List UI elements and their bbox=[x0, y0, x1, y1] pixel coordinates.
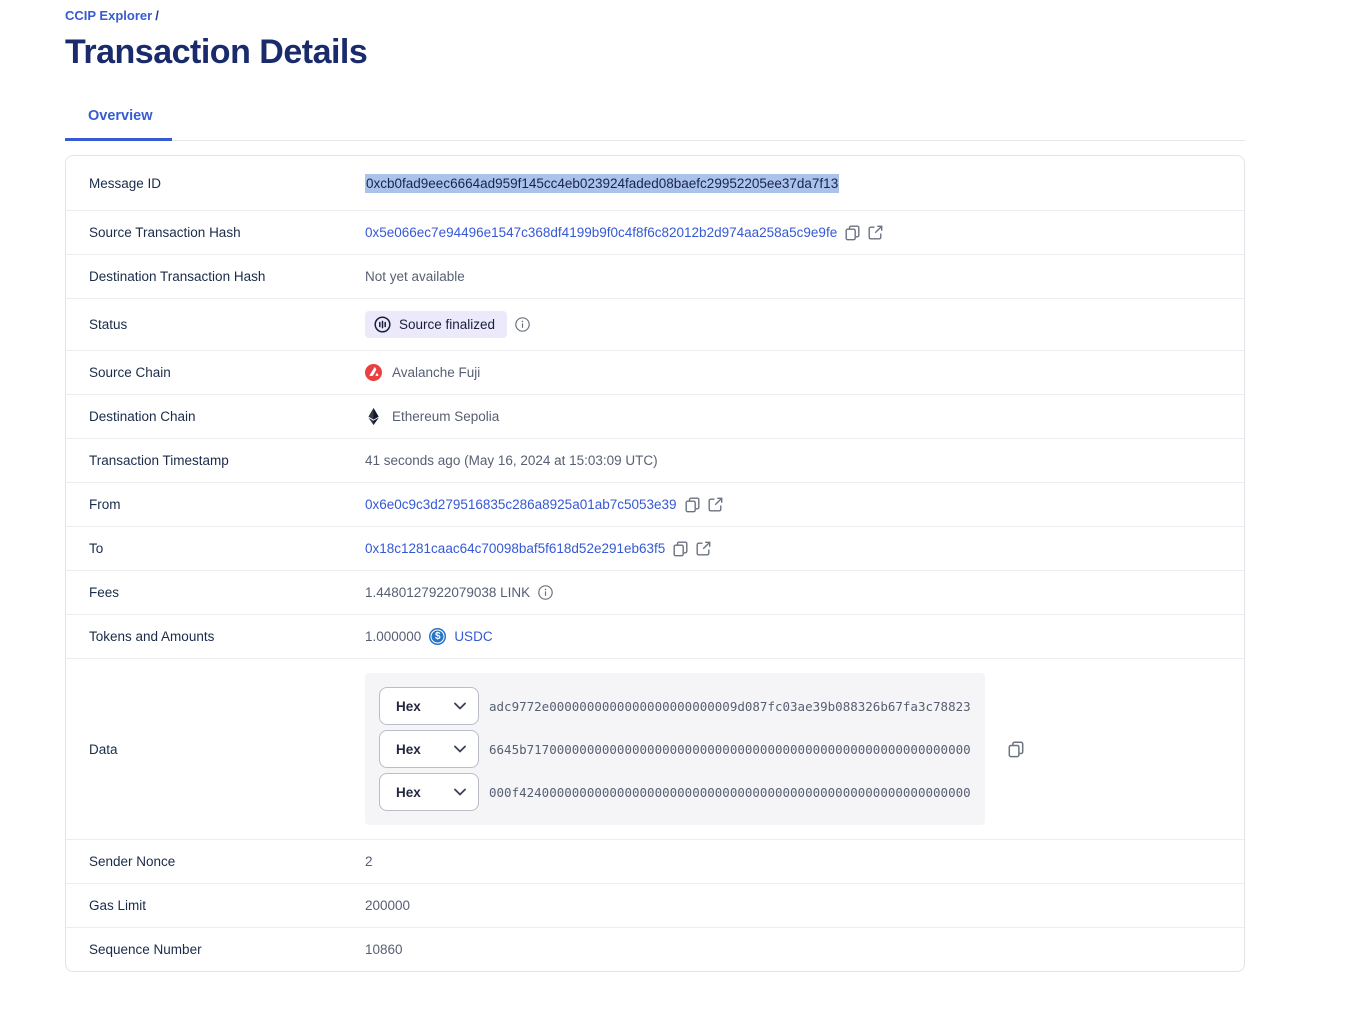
chevron-down-icon bbox=[454, 702, 466, 710]
source-tx-hash-link[interactable]: 0x5e066ec7e94496e1547c368df4199b9f0c4f8f… bbox=[365, 225, 838, 240]
data-format-value: Hex bbox=[396, 698, 421, 714]
status-info-icon[interactable] bbox=[515, 317, 530, 332]
source-finalized-icon bbox=[374, 316, 391, 333]
data-hex-line-3: 000f424000000000000000000000000000000000… bbox=[489, 784, 971, 800]
fees-value: 1.4480127922079038 LINK bbox=[365, 585, 531, 600]
to-address-link[interactable]: 0x18c1281caac64c70098baf5f618d52e291eb63… bbox=[365, 541, 666, 556]
row-data: Data Hex adc9772e00000000000000000000000… bbox=[66, 658, 1244, 839]
copy-icon[interactable] bbox=[1008, 741, 1024, 758]
transaction-details-card: Message ID 0xcb0fad9eec6664ad959f145cc4e… bbox=[65, 155, 1245, 972]
message-id-label: Message ID bbox=[89, 175, 162, 191]
dest-tx-hash-label: Destination Transaction Hash bbox=[89, 269, 266, 284]
chevron-down-icon bbox=[454, 788, 466, 796]
row-dest-tx-hash: Destination Transaction Hash Not yet ava… bbox=[66, 254, 1244, 298]
data-panel: Hex adc9772e0000000000000000000000009d08… bbox=[365, 673, 985, 825]
data-format-select[interactable]: Hex bbox=[379, 730, 479, 768]
fees-label: Fees bbox=[89, 585, 120, 600]
dest-chain-label: Destination Chain bbox=[89, 409, 196, 424]
data-hex-line-1: adc9772e0000000000000000000000009d087fc0… bbox=[489, 698, 971, 714]
row-from: From 0x6e0c9c3d279516835c286a8925a01ab7c… bbox=[66, 482, 1244, 526]
dest-chain-value: Ethereum Sepolia bbox=[392, 409, 500, 424]
row-source-chain: Source Chain Avalanche Fuji bbox=[66, 350, 1244, 394]
copy-icon[interactable] bbox=[845, 225, 860, 241]
row-message-id: Message ID 0xcb0fad9eec6664ad959f145cc4e… bbox=[66, 156, 1244, 210]
sequence-number-value: 10860 bbox=[365, 942, 403, 957]
tab-bar: Overview bbox=[65, 107, 1245, 141]
avalanche-icon bbox=[365, 364, 382, 381]
data-line: Hex adc9772e0000000000000000000000009d08… bbox=[379, 687, 971, 725]
source-chain-value: Avalanche Fuji bbox=[392, 365, 481, 380]
source-chain-label: Source Chain bbox=[89, 365, 171, 380]
data-format-value: Hex bbox=[396, 784, 421, 800]
breadcrumb-ccip-explorer-link[interactable]: CCIP Explorer bbox=[65, 8, 153, 23]
status-badge: Source finalized bbox=[365, 311, 508, 338]
copy-icon[interactable] bbox=[685, 497, 700, 513]
page-title: Transaction Details bbox=[65, 33, 368, 71]
external-link-icon[interactable] bbox=[868, 225, 883, 240]
from-address-link[interactable]: 0x6e0c9c3d279516835c286a8925a01ab7c5053e… bbox=[365, 497, 677, 512]
fees-info-icon[interactable] bbox=[538, 585, 553, 600]
external-link-icon[interactable] bbox=[696, 541, 711, 556]
tokens-amounts-label: Tokens and Amounts bbox=[89, 629, 215, 644]
data-line: Hex 000f42400000000000000000000000000000… bbox=[379, 773, 971, 811]
timestamp-value: 41 seconds ago (May 16, 2024 at 15:03:09… bbox=[365, 453, 658, 468]
row-fees: Fees 1.4480127922079038 LINK bbox=[66, 570, 1244, 614]
row-dest-chain: Destination Chain Ethereum Sepolia bbox=[66, 394, 1244, 438]
timestamp-label: Transaction Timestamp bbox=[89, 453, 229, 468]
row-gas-limit: Gas Limit 200000 bbox=[66, 883, 1244, 927]
external-link-icon[interactable] bbox=[708, 497, 723, 512]
data-line: Hex 6645b7170000000000000000000000000000… bbox=[379, 730, 971, 768]
gas-limit-value: 200000 bbox=[365, 898, 411, 913]
sender-nonce-label: Sender Nonce bbox=[89, 854, 176, 869]
row-tokens-amounts: Tokens and Amounts 1.000000 $ USDC bbox=[66, 614, 1244, 658]
data-format-value: Hex bbox=[396, 741, 421, 757]
to-label: To bbox=[89, 541, 104, 556]
transaction-details-page: CCIP Explorer / Transaction Details Overv… bbox=[65, 8, 1245, 972]
source-tx-hash-label: Source Transaction Hash bbox=[89, 225, 241, 240]
data-hex-line-2: 6645b71700000000000000000000000000000000… bbox=[489, 741, 971, 757]
breadcrumb: CCIP Explorer / bbox=[65, 8, 1245, 23]
tab-active-indicator bbox=[65, 138, 172, 141]
breadcrumb-separator: / bbox=[155, 8, 159, 23]
row-sender-nonce: Sender Nonce 2 bbox=[66, 839, 1244, 883]
row-status: Status Source finalized bbox=[66, 298, 1244, 350]
data-label: Data bbox=[89, 741, 118, 757]
row-timestamp: Transaction Timestamp 41 seconds ago (Ma… bbox=[66, 438, 1244, 482]
dest-tx-hash-value: Not yet available bbox=[365, 269, 465, 284]
usdc-icon: $ bbox=[429, 628, 447, 645]
data-format-select[interactable]: Hex bbox=[379, 773, 479, 811]
token-amount: 1.000000 bbox=[365, 629, 422, 644]
status-label: Status bbox=[89, 317, 128, 332]
ethereum-icon bbox=[365, 408, 382, 425]
message-id-value[interactable]: 0xcb0fad9eec6664ad959f145cc4eb023924fade… bbox=[365, 173, 840, 193]
copy-icon[interactable] bbox=[673, 541, 688, 557]
row-to: To 0x18c1281caac64c70098baf5f618d52e291e… bbox=[66, 526, 1244, 570]
sequence-number-label: Sequence Number bbox=[89, 942, 202, 957]
usdc-token-link[interactable]: USDC bbox=[454, 629, 493, 644]
sender-nonce-value: 2 bbox=[365, 854, 373, 869]
status-badge-text: Source finalized bbox=[399, 317, 496, 332]
data-format-select[interactable]: Hex bbox=[379, 687, 479, 725]
row-source-tx-hash: Source Transaction Hash 0x5e066ec7e94496… bbox=[66, 210, 1244, 254]
tab-overview[interactable]: Overview bbox=[88, 108, 153, 124]
from-label: From bbox=[89, 497, 121, 512]
row-sequence-number: Sequence Number 10860 bbox=[66, 927, 1244, 971]
gas-limit-label: Gas Limit bbox=[89, 898, 147, 913]
chevron-down-icon bbox=[454, 745, 466, 753]
